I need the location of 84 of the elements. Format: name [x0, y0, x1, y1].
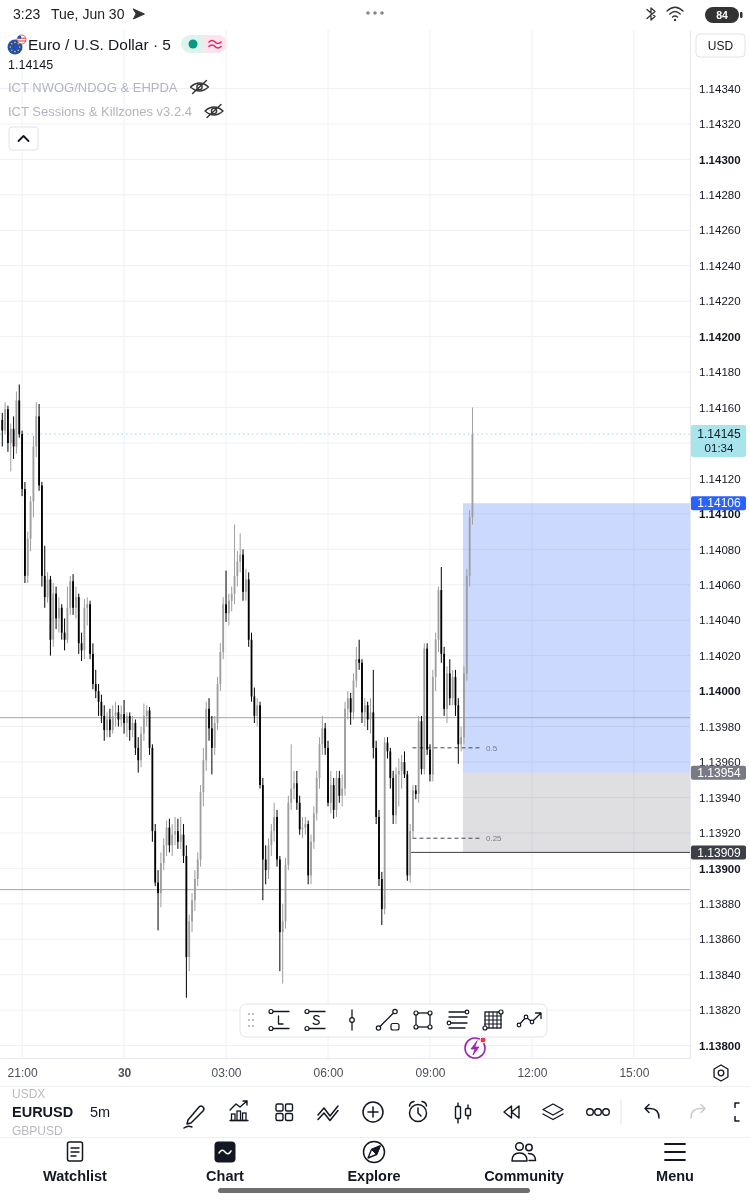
ref-line-label: 1.14145 [697, 427, 742, 442]
text: 3:23 [13, 5, 41, 22]
y-tick-label: 1.14160 [699, 401, 741, 414]
y-tick-label: 1.14000 [699, 685, 741, 698]
text: Tue, Jun 30 [51, 5, 125, 22]
candlestick [72, 573, 74, 616]
candlestick [109, 708, 111, 738]
y-tick-label: 1.14340 [699, 82, 741, 95]
text: Chart [206, 1168, 245, 1185]
y-tick-label: 1.13840 [699, 968, 741, 981]
y-tick-label: 1.14020 [699, 649, 741, 662]
candlestick [9, 422, 12, 472]
y-tick-label: 1.13820 [699, 1004, 741, 1017]
text: 01:34 [704, 442, 734, 455]
text: Explore [347, 1168, 401, 1185]
annotation: 0.5 [485, 743, 498, 753]
text: 5m [90, 1104, 111, 1121]
y-tick-label: 1.14260 [699, 224, 741, 237]
y-tick-label: 1.13940 [699, 791, 741, 804]
candlestick [242, 548, 244, 602]
x-tick-label: 30 [117, 1065, 132, 1080]
candlestick [329, 770, 332, 814]
text: Watchlist [43, 1168, 108, 1185]
candlestick [55, 586, 57, 630]
y-tick-label: 1.14100 [699, 508, 741, 521]
candlestick [400, 754, 403, 790]
candlestick [363, 697, 366, 728]
candlestick [4, 401, 6, 435]
candlestick [225, 570, 227, 623]
annotation: ICT NWOG/NDOG & EHPDA [8, 79, 178, 95]
x-tick-label: 12:00 [517, 1065, 548, 1080]
candlestick [128, 711, 131, 742]
y-tick-label: 1.14320 [699, 118, 741, 131]
y-tick-label: 1.14080 [699, 543, 741, 556]
candlestick [7, 405, 9, 453]
x-tick-label: 15:00 [619, 1065, 650, 1080]
x-tick-label: 03:00 [211, 1065, 242, 1080]
y-tick-label: 1.14040 [699, 614, 741, 627]
y-tick-label: 1.14280 [699, 189, 741, 202]
text: 1.14145 [8, 58, 54, 73]
candlestick [123, 699, 125, 735]
y-tick-label: 1.13860 [699, 933, 741, 946]
text: EURUSD [12, 1104, 74, 1121]
candlestick [75, 586, 77, 619]
candlestick [176, 818, 179, 850]
text: Menu [656, 1168, 694, 1185]
x-tick-label: 06:00 [313, 1065, 344, 1080]
y-tick-label: 1.13980 [699, 720, 741, 733]
candlestick [1, 412, 4, 448]
x-tick-label: 21:00 [7, 1065, 38, 1080]
y-tick-label: 1.14220 [699, 295, 741, 308]
text: USDX [12, 1087, 46, 1102]
y-tick-label: 1.14060 [699, 578, 741, 591]
y-tick-label: 1.13920 [699, 827, 741, 840]
annotation: ICT Sessions & Killzones v3.2.4 [8, 103, 193, 119]
y-tick-label: 1.14300 [699, 153, 741, 166]
candlestick [451, 669, 454, 706]
text: USD [707, 38, 734, 53]
candlestick [106, 711, 108, 738]
text: 84 [716, 8, 728, 21]
y-tick-label: 1.13800 [699, 1039, 741, 1052]
candlestick [111, 704, 114, 735]
text: Community [484, 1168, 564, 1185]
annotation: 0.25 [485, 834, 503, 844]
y-tick-label: 1.14180 [699, 366, 741, 379]
candlestick [446, 665, 448, 724]
candlestick [168, 818, 171, 853]
candlestick [244, 568, 247, 602]
band-label: 1.14106 [697, 496, 742, 511]
candlestick [117, 704, 120, 728]
y-tick-label: 1.13900 [699, 862, 741, 875]
candlestick [366, 701, 369, 731]
chart-title: Euro / U.S. Dollar · 5 [28, 36, 171, 54]
candlestick [256, 697, 259, 728]
y-tick-label: 1.14120 [699, 472, 741, 485]
x-tick-label: 09:00 [415, 1065, 446, 1080]
y-tick-label: 1.13880 [699, 897, 741, 910]
candlestick [58, 596, 60, 634]
candlestick [338, 770, 341, 804]
text: GBPUSD [12, 1124, 64, 1139]
y-tick-label: 1.14240 [699, 259, 741, 272]
y-tick-label: 1.14200 [699, 330, 741, 343]
candlestick [126, 711, 128, 738]
ref-line-label: 1.13909 [697, 845, 742, 860]
